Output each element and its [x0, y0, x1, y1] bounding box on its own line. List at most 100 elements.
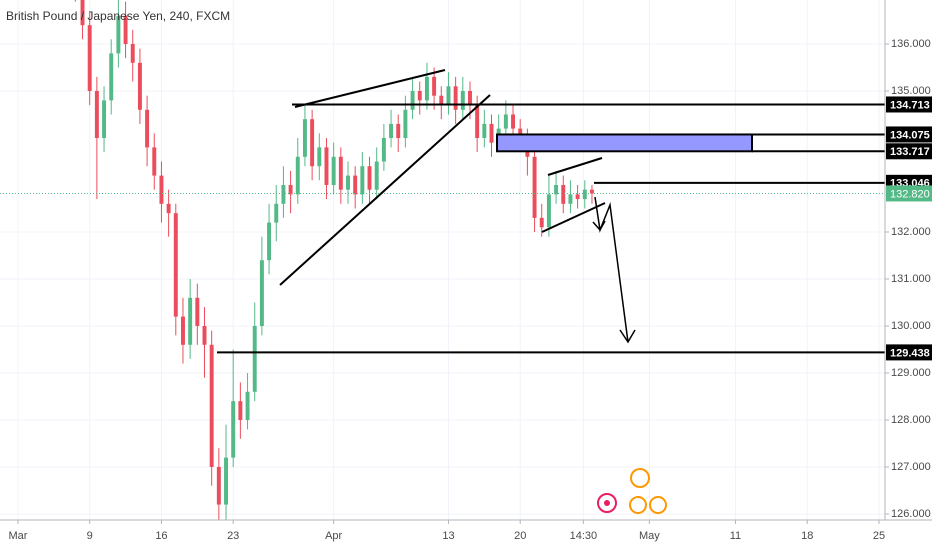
- candle-body: [80, 0, 85, 26]
- candle-body: [475, 105, 480, 138]
- candle-body: [346, 175, 350, 190]
- trend-line: [279, 94, 491, 286]
- level-label-box: [886, 96, 932, 113]
- candle-body: [331, 156, 336, 185]
- candle-body: [468, 90, 472, 106]
- candle-body: [188, 297, 193, 345]
- candle-body: [302, 119, 307, 157]
- candle-body: [267, 222, 272, 261]
- x-tick-label: May: [639, 530, 660, 542]
- candle-body: [173, 213, 178, 317]
- chart-title: British Pound / Japanese Yen, 240, FXCM: [6, 9, 230, 23]
- trend-line: [547, 157, 603, 176]
- candle-body: [489, 123, 494, 143]
- y-tick-label: 131.000: [891, 273, 931, 285]
- candle-body: [403, 109, 408, 138]
- candle-body: [130, 43, 135, 63]
- candle-body: [116, 15, 121, 54]
- axes: 136.000 135.000 132.000 131.000 130.000 129.0…: [8, 38, 932, 542]
- y-tick-label: 127.000: [891, 461, 931, 473]
- candle-body: [252, 325, 257, 392]
- projection-arrow: [594, 196, 629, 343]
- candle-body: [180, 316, 185, 345]
- x-tick-label: 18: [801, 530, 813, 542]
- candle-body: [582, 189, 587, 200]
- candle-body: [374, 161, 379, 190]
- x-tick-label: 11: [730, 530, 741, 542]
- candle-body: [554, 184, 559, 195]
- candle-body: [381, 137, 386, 162]
- candle-body: [568, 194, 573, 204]
- y-tick-label: 128.000: [891, 414, 931, 426]
- event-icon: [630, 468, 650, 488]
- candle-body: [159, 175, 164, 204]
- candle-body: [324, 147, 329, 185]
- candle-body: [532, 156, 537, 218]
- candle-body: [432, 76, 437, 96]
- candle-body: [439, 95, 444, 106]
- candle-body: [546, 194, 551, 228]
- level-label-box: [886, 143, 932, 160]
- candle-body: [202, 325, 207, 345]
- candle-body: [396, 123, 401, 138]
- y-tick-label: 129.000: [891, 367, 931, 379]
- y-tick-label: 130.000: [891, 320, 931, 332]
- x-tick-label: 25: [873, 530, 885, 542]
- candle-body: [518, 128, 523, 138]
- candle-body: [310, 119, 315, 167]
- x-tick-label: Apr: [325, 530, 342, 542]
- candle-body: [224, 457, 228, 505]
- event-icon: [629, 496, 647, 514]
- event-icon: [604, 500, 610, 506]
- candle-body: [288, 184, 293, 195]
- x-tick-label: 13: [442, 530, 454, 542]
- candle-body: [389, 123, 394, 138]
- candle-body: [360, 166, 365, 195]
- candle-body: [259, 260, 264, 326]
- y-tick-label: 136.000: [891, 38, 931, 50]
- candle-body: [231, 401, 236, 458]
- candle-body: [123, 15, 128, 44]
- candle-body: [94, 90, 99, 138]
- x-tick-label: 20: [514, 530, 526, 542]
- supply-zone: [496, 133, 753, 153]
- x-tick-label: 14:30: [570, 530, 598, 542]
- y-tick-label: 132.000: [891, 226, 931, 238]
- candle-body: [511, 114, 516, 129]
- candle-body: [589, 189, 594, 194]
- candle-body: [166, 203, 171, 214]
- trend-line: [541, 202, 606, 233]
- level-label: 134.075: [890, 129, 930, 141]
- x-tick-label: 23: [227, 530, 239, 542]
- candle-body: [453, 86, 458, 110]
- level-label: 133.717: [890, 146, 930, 158]
- candle-body: [503, 114, 508, 129]
- candle-body: [539, 217, 544, 228]
- candle-body: [152, 147, 157, 176]
- candle-body: [410, 90, 415, 110]
- event-icons: [597, 468, 667, 514]
- y-tick-label: 126.000: [891, 508, 931, 520]
- y-tick-label: 135.000: [891, 85, 931, 97]
- candle-body: [575, 194, 580, 200]
- level-label: 134.713: [890, 99, 930, 111]
- candle-body: [295, 156, 300, 195]
- drawings: [279, 69, 636, 344]
- price-axis: [885, 0, 932, 550]
- candle-body: [209, 344, 214, 467]
- level-label-box: [886, 126, 932, 143]
- grid: [0, 0, 885, 520]
- x-tick-label: 16: [155, 530, 167, 542]
- event-icon: [597, 493, 617, 513]
- candle-body: [274, 203, 279, 223]
- trend-line: [294, 69, 446, 108]
- arrow-head: [592, 220, 606, 232]
- event-icon: [649, 496, 667, 514]
- candle-body: [195, 297, 200, 326]
- last-price-box: [886, 185, 932, 202]
- candle-body: [353, 175, 358, 195]
- level-label: 129.438: [890, 347, 930, 359]
